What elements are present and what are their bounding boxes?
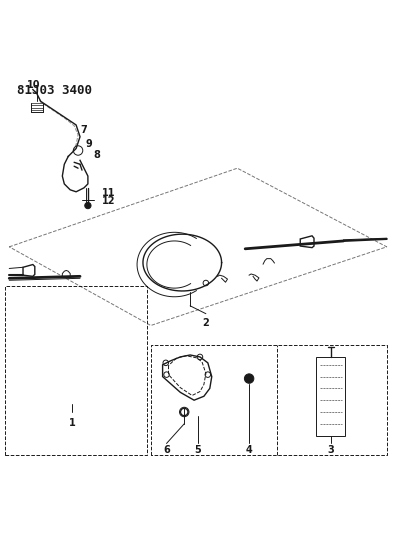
Text: 10: 10 xyxy=(27,79,40,90)
Text: 8: 8 xyxy=(94,150,101,160)
Text: 1: 1 xyxy=(69,418,76,428)
Bar xyxy=(316,357,345,435)
Text: 7: 7 xyxy=(80,125,87,135)
Text: 81J03 3400: 81J03 3400 xyxy=(17,84,92,96)
Text: 5: 5 xyxy=(194,446,202,455)
Text: 11: 11 xyxy=(102,188,115,198)
Circle shape xyxy=(85,203,91,209)
Text: 12: 12 xyxy=(102,196,115,206)
Text: 4: 4 xyxy=(246,446,253,455)
Text: 9: 9 xyxy=(86,139,93,149)
Text: 6: 6 xyxy=(163,446,170,455)
Text: 3: 3 xyxy=(327,446,334,455)
Circle shape xyxy=(244,374,254,383)
Text: 2: 2 xyxy=(202,318,209,328)
